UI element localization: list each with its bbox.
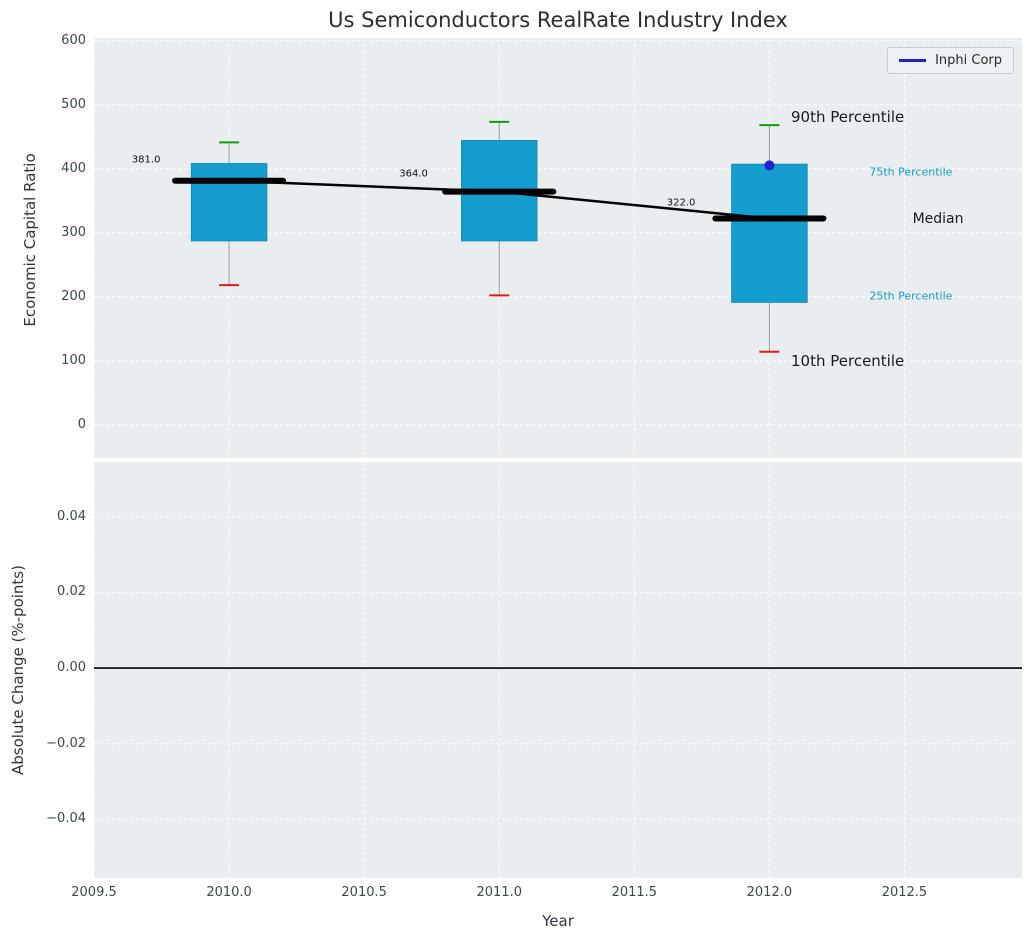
y-tick-label: 500 — [61, 96, 86, 112]
annotation-90th-percentile: 90th Percentile — [791, 108, 905, 127]
y-tick-label: 0.04 — [57, 508, 86, 524]
top-plot-svg — [93, 38, 1022, 458]
y-tick-label: 0.00 — [57, 660, 86, 676]
x-tick-label: 2009.5 — [71, 885, 117, 900]
median-value-label-2010: 381.0 — [131, 154, 161, 166]
annotation-75th-percentile: 75th Percentile — [869, 165, 953, 179]
y-tick-label: 300 — [61, 224, 86, 240]
y-tick-label: −0.02 — [46, 735, 86, 751]
bottom-plot-svg — [93, 462, 1022, 878]
y-tick-label: 0 — [77, 416, 86, 432]
median-value-label-2011: 364.0 — [399, 168, 428, 180]
legend-label: Inphi Corp — [935, 53, 1002, 68]
y-tick-label: 200 — [61, 288, 86, 304]
legend-line-sample — [899, 59, 927, 62]
annotation-median: Median — [912, 211, 964, 228]
y-tick-label: 600 — [61, 32, 86, 48]
x-tick-label: 2012.0 — [746, 885, 793, 900]
x-tick-label: 2011.5 — [611, 885, 658, 900]
y-tick-label: 400 — [61, 160, 86, 176]
x-tick-label: 2010.0 — [206, 885, 252, 900]
iqr-box — [731, 163, 808, 303]
legend: Inphi Corp — [887, 47, 1014, 74]
x-tick-label: 2012.5 — [881, 885, 928, 900]
annotation-25th-percentile: 25th Percentile — [869, 289, 953, 303]
x-tick-label: 2010.5 — [341, 885, 387, 900]
company-point — [764, 160, 775, 171]
annotation-10th-percentile: 10th Percentile — [791, 351, 905, 370]
y-tick-label: 100 — [61, 352, 86, 368]
x-axis-label: Year — [542, 912, 574, 930]
x-tick-label: 2011.0 — [476, 885, 522, 900]
chart-title: Us Semiconductors RealRate Industry Inde… — [328, 8, 788, 32]
y-tick-label: 0.02 — [57, 584, 86, 600]
y-tick-label: −0.04 — [46, 811, 86, 827]
iqr-box — [190, 163, 268, 242]
bottom-plot-area — [93, 462, 1022, 878]
median-value-label-2012: 322.0 — [666, 197, 696, 209]
top-plot-area: 90th Percentile 75th Percentile Median 2… — [93, 38, 1022, 458]
